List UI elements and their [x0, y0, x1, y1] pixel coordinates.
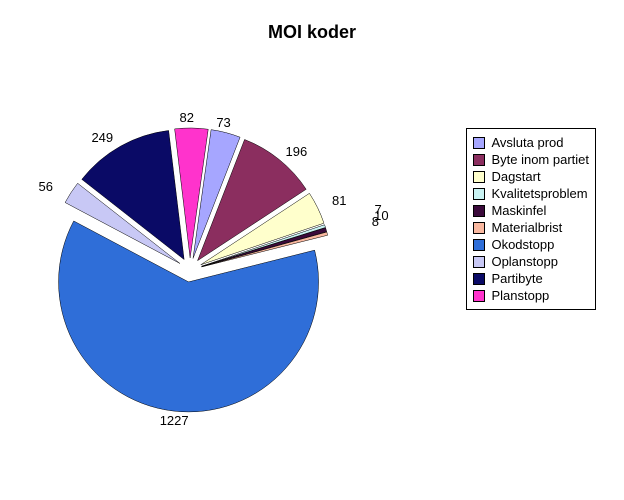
legend-swatch — [473, 239, 485, 251]
legend-label: Avsluta prod — [491, 135, 563, 150]
legend-item: Maskinfel — [473, 203, 589, 218]
legend-swatch — [473, 273, 485, 285]
data-label: 82 — [180, 110, 194, 125]
legend-label: Byte inom partiet — [491, 152, 589, 167]
legend-label: Materialbrist — [491, 220, 562, 235]
legend-item: Avsluta prod — [473, 135, 589, 150]
legend-label: Maskinfel — [491, 203, 546, 218]
legend-label: Oplanstopp — [491, 254, 558, 269]
legend-item: Planstopp — [473, 288, 589, 303]
legend-swatch — [473, 188, 485, 200]
legend-swatch — [473, 256, 485, 268]
data-label: 56 — [39, 179, 53, 194]
legend-swatch — [473, 171, 485, 183]
chart-root: MOI koder 7319681710812275624982 Avsluta… — [0, 0, 624, 500]
data-label: 73 — [216, 115, 230, 130]
pie-area: 7319681710812275624982 — [0, 70, 380, 450]
legend-item: Byte inom partiet — [473, 152, 589, 167]
data-label: 8 — [372, 214, 379, 229]
legend-item: Kvalitetsproblem — [473, 186, 589, 201]
legend-swatch — [473, 222, 485, 234]
legend: Avsluta prod Byte inom partiet Dagstart Kva… — [466, 128, 596, 310]
legend-item: Dagstart — [473, 169, 589, 184]
pie-svg — [0, 70, 380, 450]
legend-swatch — [473, 290, 485, 302]
data-label: 1227 — [160, 413, 189, 428]
legend-label: Okodstopp — [491, 237, 554, 252]
legend-label: Planstopp — [491, 288, 549, 303]
legend-swatch — [473, 137, 485, 149]
legend-item: Okodstopp — [473, 237, 589, 252]
legend-label: Dagstart — [491, 169, 540, 184]
legend-label: Partibyte — [491, 271, 542, 286]
chart-title: MOI koder — [0, 22, 624, 43]
legend-item: Partibyte — [473, 271, 589, 286]
pie-slice — [59, 221, 319, 412]
legend-label: Kvalitetsproblem — [491, 186, 587, 201]
legend-swatch — [473, 205, 485, 217]
legend-swatch — [473, 154, 485, 166]
data-label: 249 — [91, 130, 113, 145]
legend-item: Oplanstopp — [473, 254, 589, 269]
legend-item: Materialbrist — [473, 220, 589, 235]
data-label: 196 — [286, 144, 308, 159]
data-label: 81 — [332, 193, 346, 208]
